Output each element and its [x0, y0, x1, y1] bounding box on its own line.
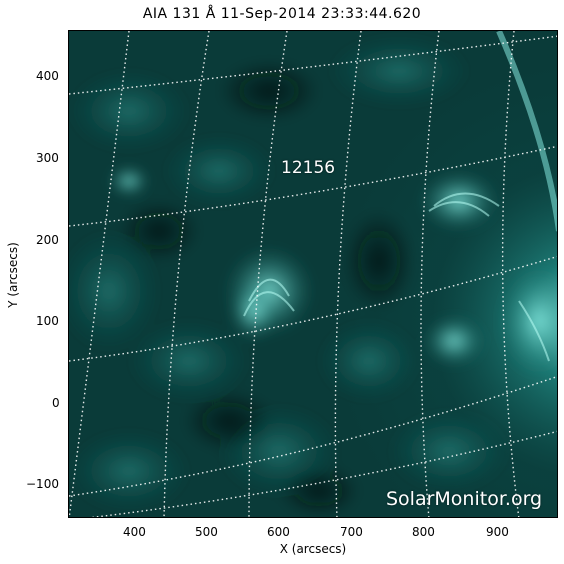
image-title: AIA 131 Å 11-Sep-2014 23:33:44.620	[142, 6, 422, 22]
y-tick-label: 300	[36, 151, 59, 165]
y-tick-label: −100	[26, 477, 59, 491]
solar-image-panel	[68, 30, 558, 518]
x-tick-label: 800	[412, 525, 435, 539]
y-tick-label: 400	[36, 69, 59, 83]
x-tick-label: 500	[195, 525, 218, 539]
y-axis-label: Y (arcsecs)	[6, 242, 20, 308]
y-tick-label: 0	[52, 396, 60, 410]
x-tick-label: 700	[340, 525, 363, 539]
solar-limb	[496, 31, 557, 232]
x-axis-label: X (arcsecs)	[279, 542, 347, 556]
watermark-text: SolarMonitor.org	[386, 488, 543, 510]
y-tick-label: 100	[36, 314, 59, 328]
solar-image	[69, 31, 557, 517]
x-tick-label: 600	[267, 525, 290, 539]
x-tick-label: 400	[123, 525, 146, 539]
coronal-loops	[243, 192, 550, 362]
x-tick-label: 900	[486, 525, 509, 539]
coronal-texture	[69, 36, 557, 516]
active-region-label: 12156	[281, 158, 336, 178]
y-tick-label: 200	[36, 233, 59, 247]
heliographic-grid	[69, 31, 557, 517]
